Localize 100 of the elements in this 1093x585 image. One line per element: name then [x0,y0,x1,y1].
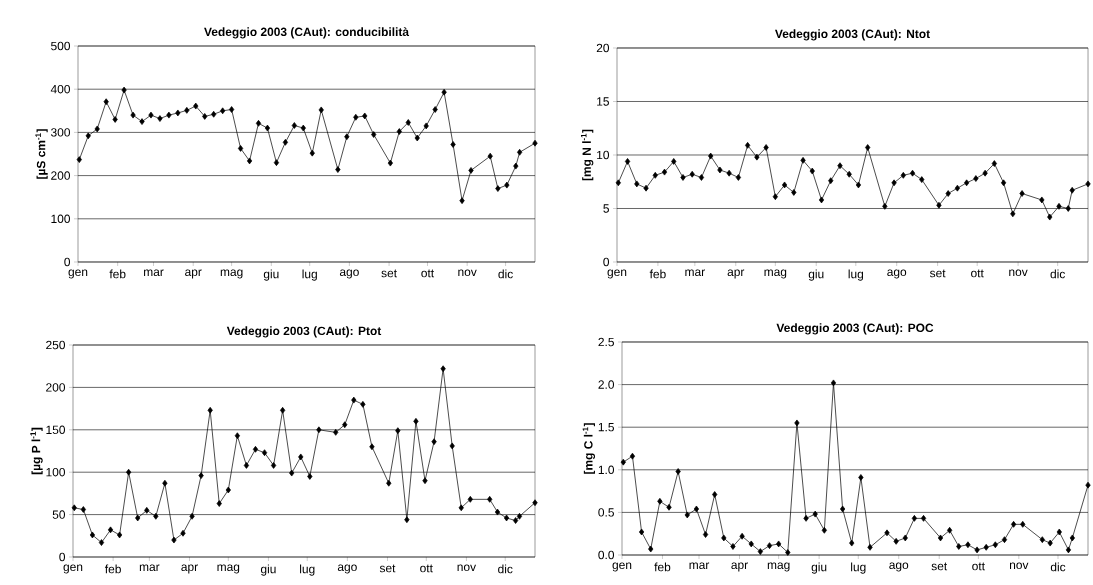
x-tick-label: apr [185,269,202,279]
point [909,169,916,177]
point [468,167,474,174]
point [280,406,286,414]
point [504,181,510,189]
x-tick-label: ott [972,562,985,571]
point [225,486,231,494]
point [94,125,100,133]
point [735,174,741,181]
y-tick-label: 0 [603,257,610,267]
point [342,421,348,429]
chart-title: Vedeggio 2003 (CAut): Ptot [226,326,382,338]
point [666,503,672,511]
point [211,110,217,118]
point [450,141,456,148]
point [1056,528,1062,536]
point [1069,186,1075,194]
point [739,532,745,540]
x-tick-label: mag [220,269,243,279]
x-tick-label: feb [104,564,121,574]
point [229,106,235,113]
point [148,111,154,119]
point [865,144,871,151]
x-tick-label: set [931,562,948,571]
point [661,168,668,176]
point [717,166,723,174]
point [89,531,96,539]
y-tick-label: 10 [597,150,610,160]
x-tick-label: apr [181,564,198,574]
point [495,185,501,192]
point [387,159,393,167]
x-tick-label: gen [612,562,632,572]
point [487,152,493,160]
point [516,512,523,520]
point [882,203,888,210]
point [973,175,979,182]
point [157,115,163,122]
x-tick-label: lug [851,562,866,574]
y-axis-title: [mg C l$^{-1}$] [582,423,596,474]
point [954,184,960,192]
point [1085,481,1091,489]
point [803,515,809,522]
point [307,473,313,480]
point [902,534,908,542]
x-tick-label: lug [848,269,864,281]
point [413,417,419,425]
point [620,458,626,466]
point [139,118,145,125]
point [362,112,368,120]
point [386,479,392,487]
y-tick-label: 250 [46,340,66,350]
point [396,128,402,135]
point [1065,205,1071,212]
point [318,106,324,114]
point [689,170,695,178]
point [726,169,732,177]
point [721,534,727,542]
point [107,526,114,534]
point [652,171,658,179]
x-tick-label: giu [260,564,276,576]
y-tick-label: 1.0 [598,465,615,475]
x-tick-label: mag [764,269,787,279]
point [234,432,240,440]
point [246,157,253,165]
point [964,179,970,187]
point [220,107,226,115]
point [166,111,172,119]
point [858,474,864,481]
point [772,193,778,201]
point [207,406,213,414]
point [252,445,259,453]
point [459,197,465,204]
point [712,491,718,498]
point [800,156,806,164]
point [291,122,297,129]
y-axis-title: [µg P l$^{-1}$] [30,427,43,475]
point [1000,179,1007,187]
y-tick-label: 200 [46,383,66,392]
point [1019,190,1025,197]
point [828,177,834,185]
point [237,145,244,152]
point [449,442,455,450]
point [270,462,277,469]
point [634,180,640,188]
point [965,541,971,549]
y-tick-label: 15 [597,97,609,106]
point [891,179,897,187]
point [730,543,736,550]
x-tick-label: ago [339,269,359,279]
point [757,548,763,555]
point [900,171,906,179]
point [945,190,951,197]
point [992,541,998,549]
y-tick-label: 2.0 [598,380,615,389]
point [289,469,295,477]
point [1065,546,1072,554]
x-tick-label: mar [685,269,705,277]
point [648,545,654,553]
point [684,511,690,519]
x-tick-label: lug [300,564,315,576]
